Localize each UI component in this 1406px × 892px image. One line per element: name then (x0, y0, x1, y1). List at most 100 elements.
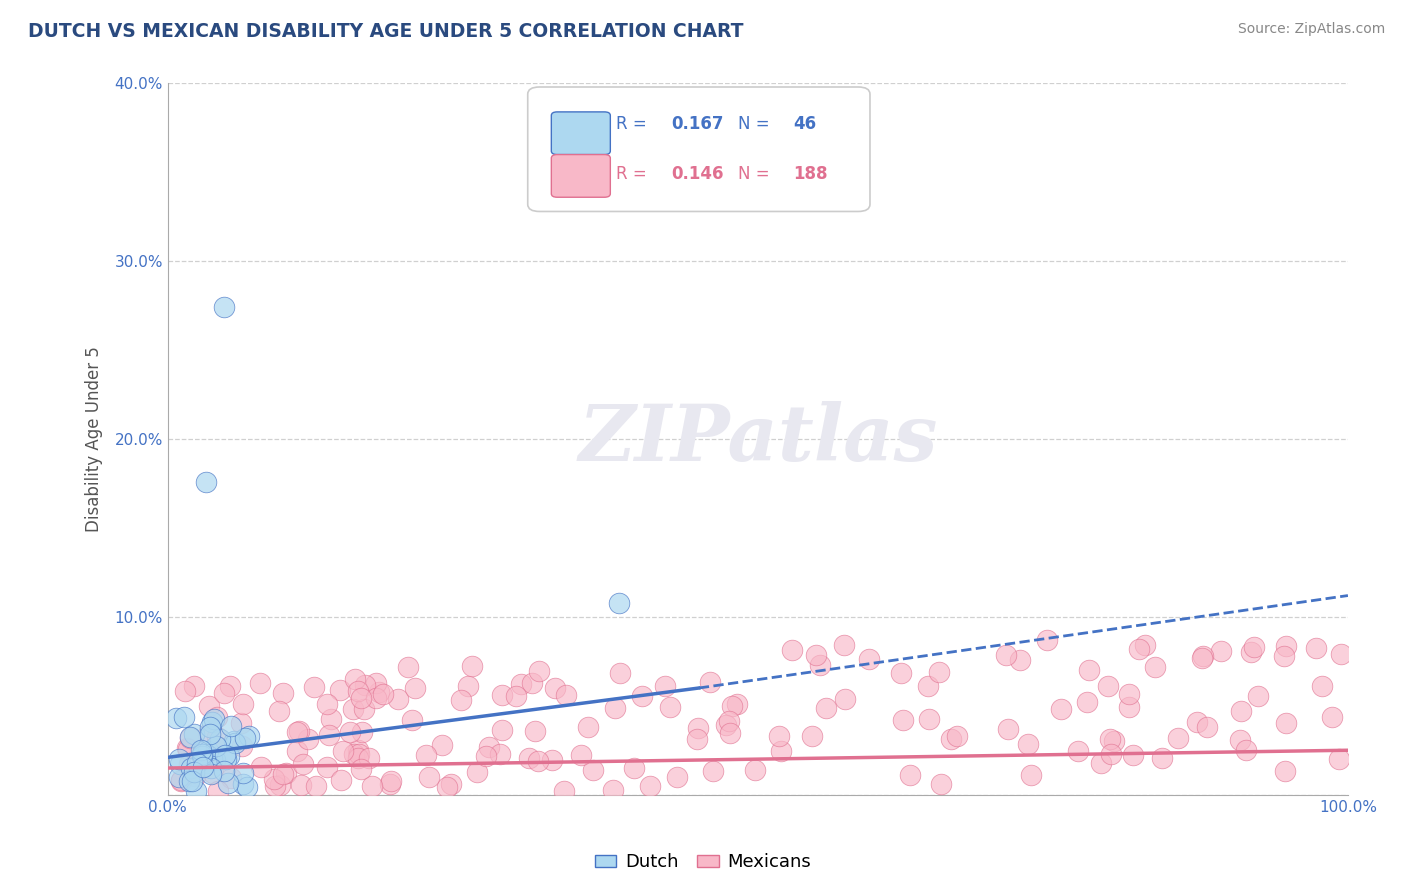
Point (186, 756, 208, 770)
Point (347, 747, 370, 762)
Point (212, 764, 235, 778)
Point (1195, 720, 1218, 734)
Point (832, 638, 855, 652)
Point (1097, 679, 1119, 693)
Point (571, 748, 593, 763)
Point (1229, 732, 1251, 747)
Point (768, 729, 790, 743)
Point (418, 770, 440, 784)
Point (181, 766, 204, 780)
Point (1019, 767, 1042, 781)
Point (167, 752, 190, 766)
Point (232, 777, 254, 791)
Point (332, 744, 354, 758)
Point (465, 765, 488, 780)
Text: ZIPatlas: ZIPatlas (578, 401, 938, 477)
Point (183, 727, 205, 741)
Point (1067, 744, 1090, 758)
Point (364, 675, 387, 690)
Point (207, 739, 229, 754)
Point (699, 675, 721, 690)
Point (347, 751, 370, 765)
Point (218, 679, 240, 693)
Text: 188: 188 (793, 166, 828, 184)
Point (716, 717, 738, 731)
Point (491, 688, 513, 702)
Point (544, 681, 567, 696)
Point (263, 772, 285, 787)
Point (232, 698, 254, 712)
Point (204, 739, 226, 753)
Point (202, 748, 225, 763)
Point (290, 778, 312, 792)
Point (177, 756, 200, 771)
Point (305, 779, 328, 793)
Point (218, 749, 240, 764)
Point (176, 740, 198, 755)
Point (233, 731, 256, 745)
Point (640, 779, 662, 793)
Point (318, 728, 340, 742)
Point (929, 777, 952, 791)
Point (665, 770, 688, 784)
Point (267, 704, 290, 718)
Point (170, 773, 193, 788)
Point (170, 772, 193, 787)
Text: R =: R = (616, 115, 652, 133)
Point (195, 756, 218, 770)
Point (582, 764, 605, 778)
Point (184, 769, 207, 783)
Point (1017, 737, 1039, 751)
Point (271, 686, 294, 700)
Point (1275, 640, 1298, 654)
Point (179, 774, 201, 789)
Point (1098, 732, 1121, 747)
Point (316, 697, 339, 711)
Point (540, 753, 562, 767)
Point (1036, 632, 1059, 647)
Point (215, 751, 238, 765)
Point (1128, 642, 1150, 657)
Point (200, 760, 222, 774)
Point (489, 747, 512, 762)
Point (686, 732, 709, 747)
Text: DUTCH VS MEXICAN DISABILITY AGE UNDER 5 CORRELATION CHART: DUTCH VS MEXICAN DISABILITY AGE UNDER 5 … (28, 22, 744, 41)
Point (576, 720, 599, 734)
Point (654, 679, 676, 693)
Point (457, 679, 479, 693)
Point (273, 767, 295, 781)
Point (430, 738, 453, 752)
Point (183, 679, 205, 693)
FancyBboxPatch shape (527, 87, 870, 211)
Point (343, 747, 366, 762)
Point (1135, 638, 1157, 652)
Point (450, 693, 472, 707)
Point (207, 783, 229, 797)
Point (198, 720, 221, 734)
FancyBboxPatch shape (551, 112, 610, 154)
Point (219, 719, 242, 733)
Point (285, 744, 308, 758)
Point (1322, 710, 1344, 724)
Point (1275, 716, 1298, 731)
Point (928, 665, 950, 679)
Text: 0.146: 0.146 (672, 166, 724, 184)
Y-axis label: Disability Age Under 5: Disability Age Under 5 (86, 346, 103, 532)
Point (173, 710, 195, 724)
Point (194, 475, 217, 489)
Point (179, 730, 201, 744)
Point (205, 709, 228, 723)
Point (190, 747, 212, 761)
Legend: Dutch, Mexicans: Dutch, Mexicans (588, 847, 818, 879)
Point (329, 773, 352, 788)
Point (184, 784, 207, 798)
Point (319, 712, 342, 726)
Point (834, 691, 856, 706)
Point (941, 732, 963, 747)
Point (176, 742, 198, 756)
Point (725, 697, 748, 711)
Point (1246, 689, 1268, 703)
Point (526, 754, 548, 768)
Text: Source: ZipAtlas.com: Source: ZipAtlas.com (1237, 22, 1385, 37)
Point (191, 748, 214, 763)
